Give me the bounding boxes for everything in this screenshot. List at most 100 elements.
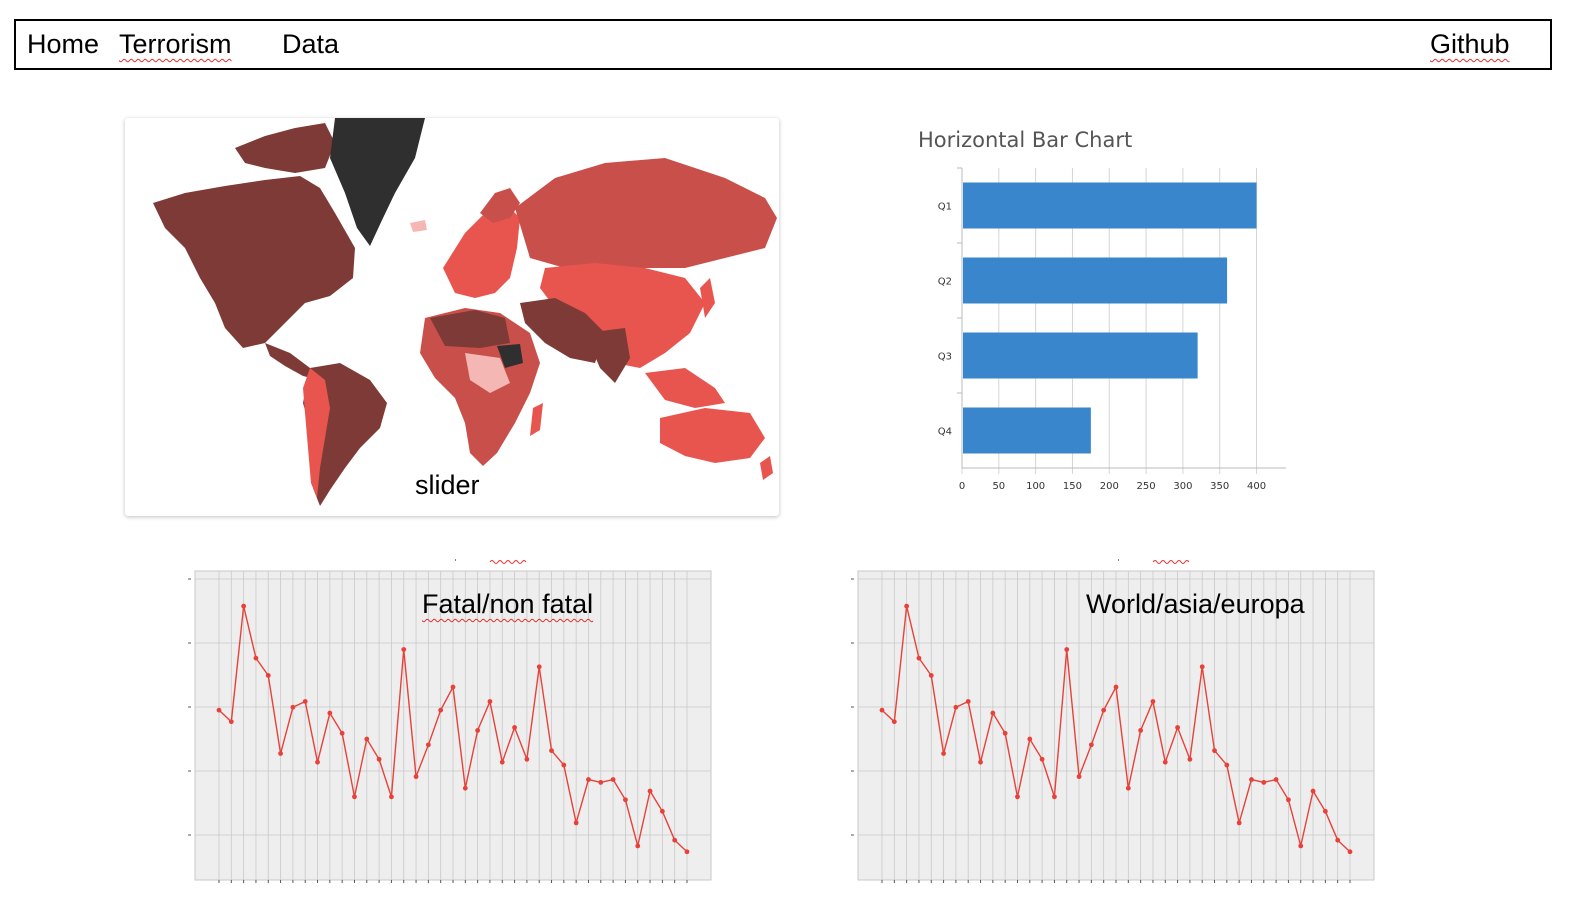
data-point[interactable] xyxy=(1335,837,1341,843)
world-map-card[interactable]: slider xyxy=(125,118,779,516)
data-point[interactable] xyxy=(253,655,259,661)
data-point[interactable] xyxy=(487,699,493,704)
data-point[interactable] xyxy=(265,673,271,678)
data-point[interactable] xyxy=(684,849,690,855)
data-point[interactable] xyxy=(916,655,922,661)
bar-q1[interactable] xyxy=(963,182,1257,229)
data-point[interactable] xyxy=(990,710,996,716)
map-new-zealand[interactable] xyxy=(760,456,773,480)
map-south-america-west[interactable] xyxy=(303,368,330,498)
map-greenland[interactable] xyxy=(330,118,425,246)
data-point[interactable] xyxy=(241,603,247,609)
bar-q3[interactable] xyxy=(963,332,1198,379)
data-point[interactable] xyxy=(1261,780,1267,785)
data-point[interactable] xyxy=(536,664,542,670)
data-point[interactable] xyxy=(647,788,653,794)
data-point[interactable] xyxy=(586,777,591,782)
data-point[interactable] xyxy=(965,699,971,704)
nav-github-link[interactable]: Github xyxy=(1430,29,1510,59)
map-middle-east[interactable] xyxy=(520,298,605,363)
map-russia[interactable] xyxy=(515,158,777,273)
data-point[interactable] xyxy=(928,673,934,678)
data-point[interactable] xyxy=(401,647,407,652)
data-point[interactable] xyxy=(1224,762,1230,768)
data-point[interactable] xyxy=(1088,742,1094,748)
data-point[interactable] xyxy=(1002,730,1008,736)
data-point[interactable] xyxy=(1298,843,1304,849)
data-point[interactable] xyxy=(278,751,283,756)
data-point[interactable] xyxy=(953,704,959,710)
data-point[interactable] xyxy=(1150,699,1156,704)
data-point[interactable] xyxy=(425,742,431,748)
data-point[interactable] xyxy=(1027,736,1033,742)
data-point[interactable] xyxy=(302,699,308,704)
data-point[interactable] xyxy=(610,777,616,782)
data-point[interactable] xyxy=(1101,707,1107,713)
data-point[interactable] xyxy=(228,719,234,725)
data-point[interactable] xyxy=(376,756,382,762)
data-point[interactable] xyxy=(598,780,604,785)
map-sudan[interactable] xyxy=(497,344,523,368)
map-southeast-asia[interactable] xyxy=(645,368,725,408)
nav-home-link[interactable]: Home xyxy=(27,29,100,59)
bar-q2[interactable] xyxy=(963,257,1228,304)
data-point[interactable] xyxy=(1212,748,1217,754)
map-iceland[interactable] xyxy=(410,220,427,232)
data-point[interactable] xyxy=(1347,849,1353,855)
data-point[interactable] xyxy=(623,797,628,803)
data-point[interactable] xyxy=(1138,727,1144,733)
map-scandinavia[interactable] xyxy=(480,188,520,223)
data-point[interactable] xyxy=(1015,794,1020,800)
data-point[interactable] xyxy=(672,837,678,843)
data-point[interactable] xyxy=(327,710,333,716)
data-point[interactable] xyxy=(1273,777,1279,782)
data-point[interactable] xyxy=(941,751,946,756)
data-point[interactable] xyxy=(904,603,910,609)
map-europe[interactable] xyxy=(443,203,520,298)
data-point[interactable] xyxy=(978,759,983,765)
map-africa-pink[interactable] xyxy=(465,353,510,393)
data-point[interactable] xyxy=(1310,788,1316,794)
data-point[interactable] xyxy=(499,759,505,765)
data-point[interactable] xyxy=(450,684,456,690)
data-point[interactable] xyxy=(549,748,554,754)
data-point[interactable] xyxy=(1064,647,1070,652)
map-madagascar[interactable] xyxy=(530,403,543,436)
data-point[interactable] xyxy=(512,725,517,730)
world-map[interactable] xyxy=(125,118,779,516)
data-point[interactable] xyxy=(561,762,567,768)
data-point[interactable] xyxy=(413,774,419,780)
data-point[interactable] xyxy=(1162,759,1168,765)
data-point[interactable] xyxy=(1175,725,1180,730)
map-australia[interactable] xyxy=(660,408,765,463)
map-asia[interactable] xyxy=(540,263,705,368)
data-point[interactable] xyxy=(573,820,579,826)
data-point[interactable] xyxy=(635,843,641,849)
data-point[interactable] xyxy=(462,785,468,791)
data-point[interactable] xyxy=(290,704,296,710)
data-point[interactable] xyxy=(891,719,897,725)
data-point[interactable] xyxy=(1249,777,1254,782)
data-point[interactable] xyxy=(339,730,345,736)
data-point[interactable] xyxy=(364,736,370,742)
bar-q4[interactable] xyxy=(963,407,1091,454)
data-point[interactable] xyxy=(438,707,444,713)
data-point[interactable] xyxy=(1052,794,1057,800)
data-point[interactable] xyxy=(315,759,320,765)
data-point[interactable] xyxy=(1125,785,1131,791)
data-point[interactable] xyxy=(216,707,222,713)
map-central-america[interactable] xyxy=(265,343,320,380)
data-point[interactable] xyxy=(1039,756,1045,762)
data-point[interactable] xyxy=(389,794,394,800)
data-point[interactable] xyxy=(1286,797,1291,803)
map-india[interactable] xyxy=(585,328,630,383)
data-point[interactable] xyxy=(1322,808,1328,814)
data-point[interactable] xyxy=(1076,774,1082,780)
nav-terrorism-link[interactable]: Terrorism xyxy=(119,29,232,59)
data-point[interactable] xyxy=(1113,684,1119,690)
map-north-islands[interactable] xyxy=(235,123,335,173)
data-point[interactable] xyxy=(352,794,357,800)
data-point[interactable] xyxy=(659,808,665,814)
data-point[interactable] xyxy=(879,707,885,713)
data-point[interactable] xyxy=(1199,664,1205,670)
